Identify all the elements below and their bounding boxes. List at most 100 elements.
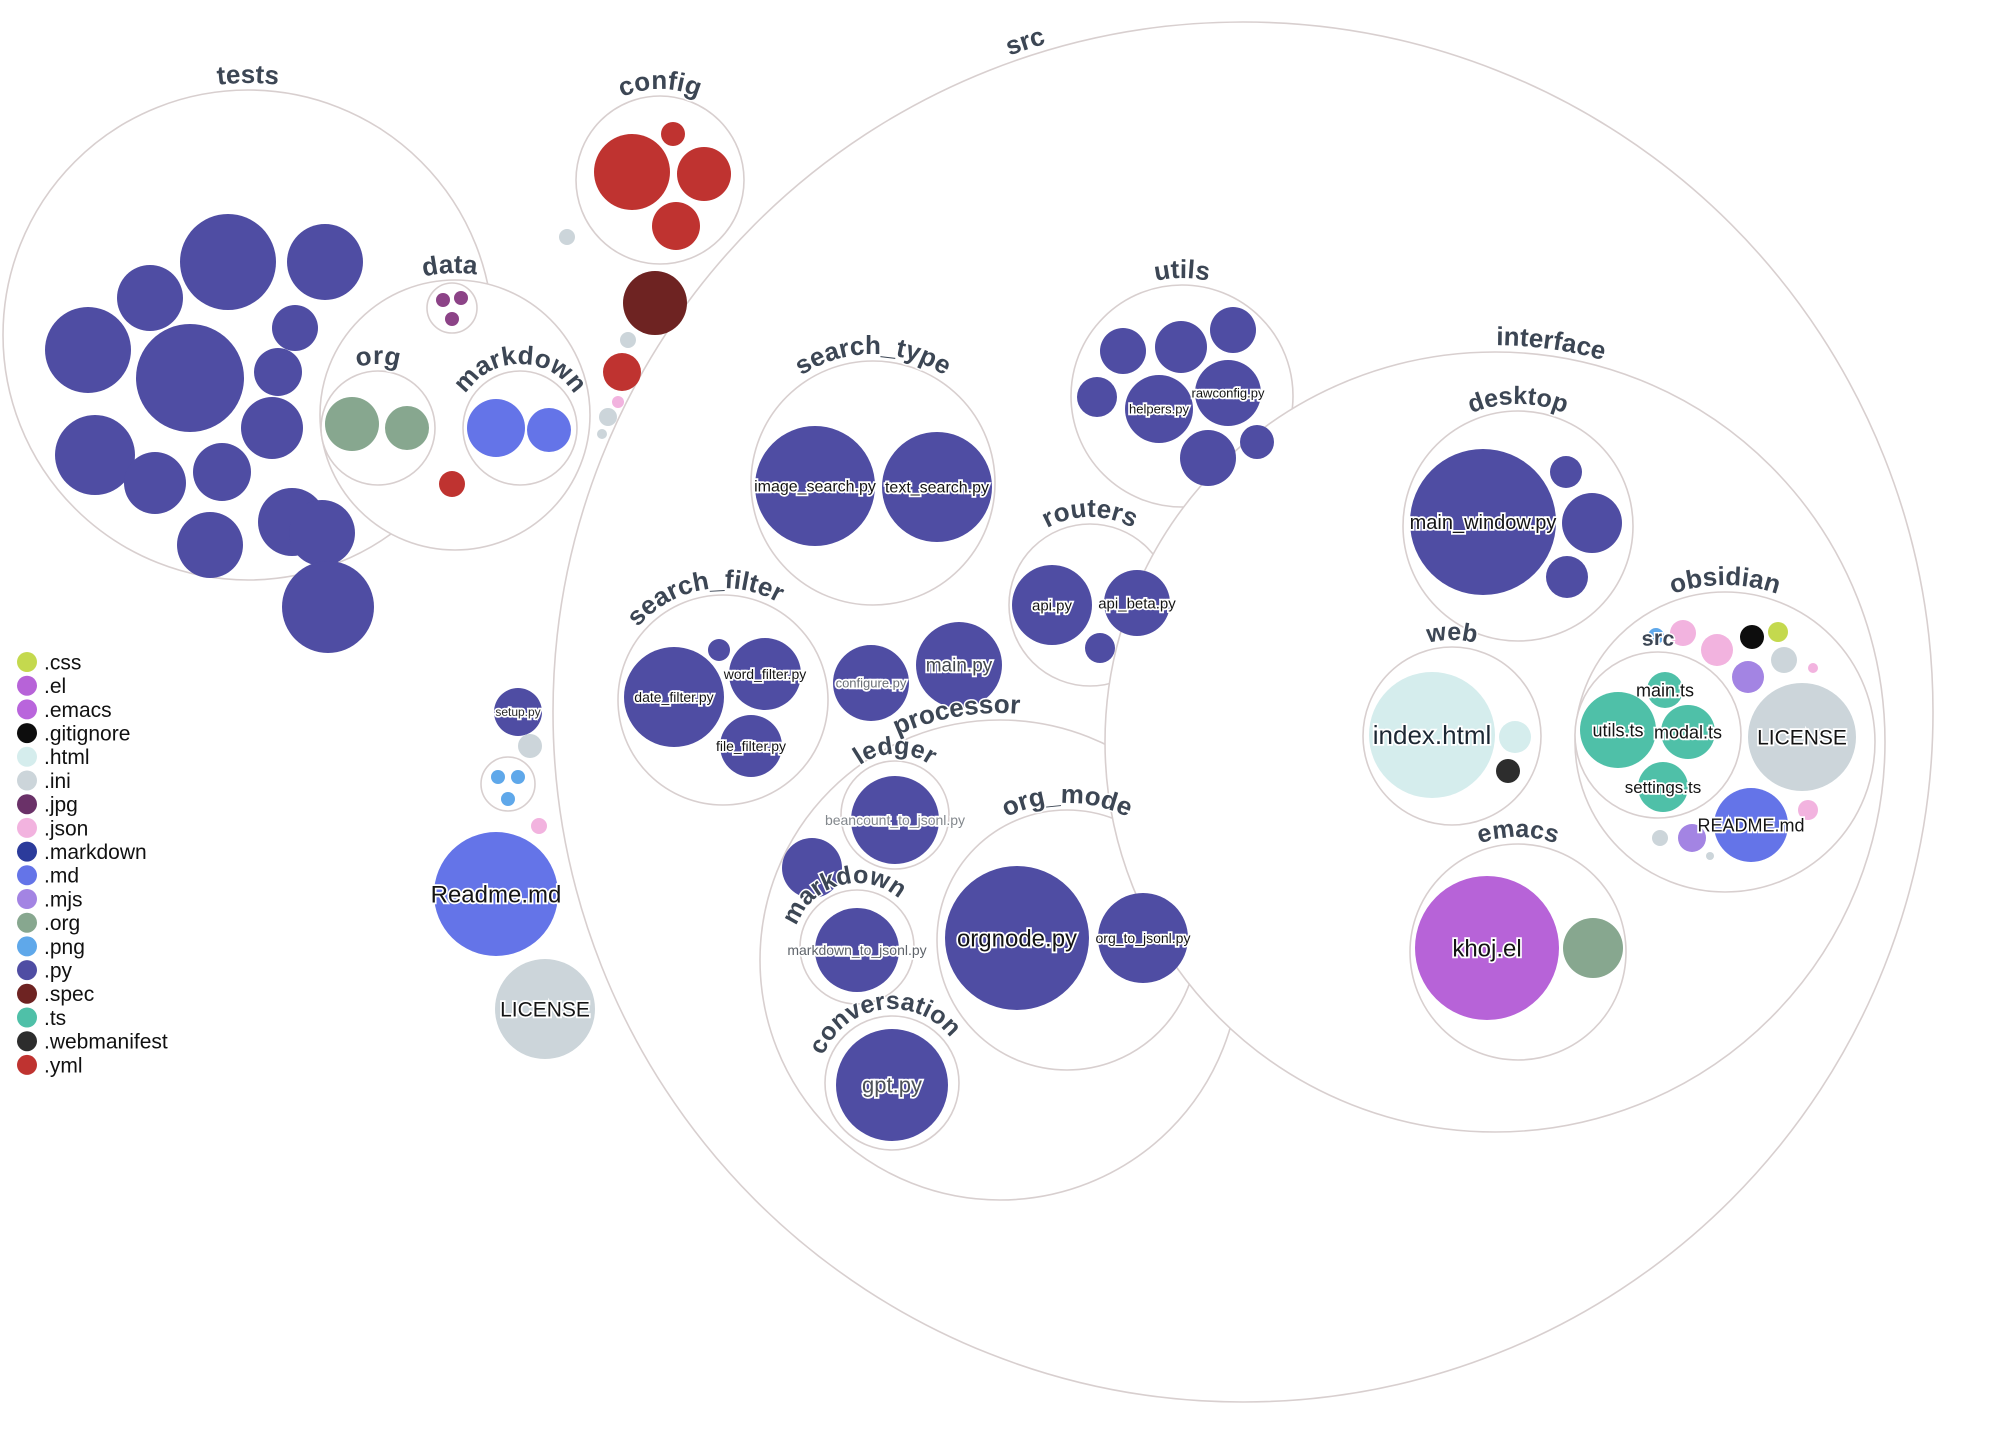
file-label-api_beta.py: api_beta.py: [1098, 595, 1176, 612]
legend-label-spec: .spec: [44, 983, 94, 1006]
legend-label-py: .py: [44, 959, 73, 982]
file-circle-ini: [599, 408, 617, 426]
legend-label-org: .org: [44, 912, 80, 935]
legend-label-gitignore: .gitignore: [44, 722, 130, 745]
file-circle-py: [180, 214, 276, 310]
file-circle-main.ts: [1647, 672, 1683, 708]
legend-item-gitignore: .gitignore: [17, 722, 130, 745]
file-label-helpers.py: helpers.py: [1129, 402, 1189, 417]
legend-item-webmanifest: .webmanifest: [17, 1031, 168, 1054]
file-label-LICENSE: LICENSE: [1757, 726, 1847, 749]
legend-label-css: .css: [44, 651, 81, 674]
legend-swatch-mjs: [17, 889, 37, 909]
file-circle-api_beta.py: [1104, 570, 1170, 636]
file-circle-LICENSE: [1748, 683, 1856, 791]
legend-label-jpg: .jpg: [44, 794, 78, 817]
file-label-beancount_to_jsonl.py: beancount_to_jsonl.py: [825, 812, 965, 828]
file-label-image_search.py: image_search.py: [754, 479, 876, 496]
file-circle-main_window.py: [1410, 449, 1556, 595]
legend-label-ts: .ts: [44, 1007, 66, 1030]
legend-swatch-ts: [17, 1007, 37, 1028]
file-circle-md: [467, 399, 525, 457]
file-label-file_filter.py: file_filter.py: [716, 738, 786, 754]
file-circle-yml: [677, 147, 731, 201]
file-label-khoj.el: khoj.el: [1452, 935, 1521, 962]
file-circle-py: [45, 307, 131, 393]
file-circle-mjs: [1732, 661, 1764, 693]
file-circle-css: [1768, 622, 1788, 642]
file-label-date_filter.py: date_filter.py: [634, 689, 713, 705]
file-circle-jpg: [445, 312, 459, 326]
legend-item-ini: .ini: [17, 770, 71, 793]
file-circle-date_filter.py: [624, 647, 724, 747]
file-circle-spec: [623, 271, 687, 335]
legend-swatch-ini: [17, 770, 37, 791]
folder-label-tests: tests: [215, 59, 280, 91]
legend-item-markdown: .markdown: [17, 841, 147, 864]
file-circle-markdown_to_jsonl.py: [815, 908, 899, 992]
file-label-Readme.md: Readme.md: [431, 881, 562, 908]
file-circle-khoj.el: [1415, 876, 1559, 1020]
file-circle-org: [325, 397, 379, 451]
legend-swatch-emacs: [17, 699, 37, 720]
legend-swatch-markdown: [17, 841, 37, 862]
legend-label-markdown: .markdown: [44, 841, 147, 864]
file-circle-yml: [661, 122, 685, 146]
legend-item-css: .css: [17, 651, 81, 674]
file-circle-py: [1562, 493, 1622, 553]
file-circle-png: [1648, 628, 1664, 644]
file-circle-main.py: [916, 622, 1002, 708]
file-label-settings.ts: settings.ts: [1625, 778, 1702, 797]
legend-item-ts: .ts: [17, 1007, 66, 1030]
file-circle-Readme.md: [434, 832, 558, 956]
file-circle-word_filter.py: [729, 638, 801, 710]
legend-item-png: .png: [17, 936, 85, 959]
file-circle-README.md: [1714, 788, 1788, 862]
file-circle-beancount_to_jsonl.py: [851, 776, 939, 864]
file-circle-py: [289, 500, 355, 566]
file-circle-ini: [559, 229, 575, 245]
file-circle-org: [1563, 918, 1623, 978]
file-circle-helpers.py: [1125, 375, 1193, 443]
folder-label-data: data: [420, 249, 480, 282]
file-circle-png: [511, 770, 525, 784]
file-circle-py: [1550, 456, 1582, 488]
file-circle-ini: [518, 734, 542, 758]
file-circle-py: [55, 415, 135, 495]
file-circle-md: [527, 408, 571, 452]
legend-item-jpg: .jpg: [17, 794, 78, 817]
file-circle-py: [782, 838, 842, 898]
legend-item-py: .py: [17, 959, 73, 982]
folder-label-web: web: [1424, 618, 1480, 649]
file-circle-png: [491, 770, 505, 784]
file-circle-py: [124, 452, 186, 514]
file-circle-jpg: [436, 293, 450, 307]
file-circle-utils.ts: [1580, 692, 1656, 768]
legend-label-emacs: .emacs: [44, 699, 112, 722]
legend-item-md: .md: [17, 865, 79, 888]
file-circle-py: [708, 639, 730, 661]
legend-label-ini: .ini: [44, 770, 71, 793]
file-circle-json: [612, 396, 624, 408]
extension-legend: .css.el.emacs.gitignore.html.ini.jpg.jso…: [17, 651, 168, 1077]
file-circle-gpt.py: [836, 1029, 948, 1141]
legend-item-spec: .spec: [17, 983, 94, 1006]
legend-swatch-json: [17, 817, 37, 838]
file-circle-py: [1155, 321, 1207, 373]
file-circle-rawconfig.py: [1195, 360, 1261, 426]
file-label-org_to_jsonl.py: org_to_jsonl.py: [1096, 930, 1191, 946]
legend-label-mjs: .mjs: [44, 888, 83, 911]
legend-swatch-org: [17, 912, 37, 933]
folder-label-utils: utils: [1152, 254, 1213, 287]
folder-label-obsidian-src: src: [1640, 627, 1675, 651]
legend-label-webmanifest: .webmanifest: [44, 1031, 168, 1054]
legend-item-el: .el: [17, 675, 66, 698]
file-circle-py: [1240, 425, 1274, 459]
file-circle-file_filter.py: [720, 715, 782, 777]
file-circle-modal.ts: [1661, 705, 1715, 759]
file-label-configure.py: configure.py: [836, 676, 907, 691]
file-label-text_search.py: text_search.py: [885, 480, 989, 497]
file-circle-py: [241, 397, 303, 459]
file-label-orgnode.py: orgnode.py: [957, 925, 1077, 952]
file-circle-jpg: [454, 291, 468, 305]
